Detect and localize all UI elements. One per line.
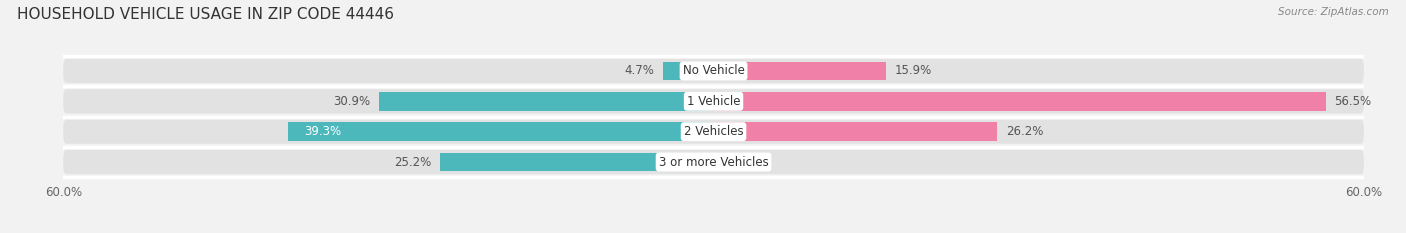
Bar <box>288 122 713 141</box>
Bar <box>713 122 997 141</box>
Bar <box>378 92 713 111</box>
FancyBboxPatch shape <box>63 89 1364 113</box>
Text: 56.5%: 56.5% <box>1334 95 1372 108</box>
FancyBboxPatch shape <box>63 150 1364 174</box>
Bar <box>440 153 713 171</box>
Bar <box>662 62 713 80</box>
Text: 15.9%: 15.9% <box>894 65 932 78</box>
Text: No Vehicle: No Vehicle <box>682 65 745 78</box>
FancyBboxPatch shape <box>63 120 1364 144</box>
Bar <box>713 92 1326 111</box>
Text: 4.7%: 4.7% <box>624 65 654 78</box>
Text: 3 or more Vehicles: 3 or more Vehicles <box>658 155 769 168</box>
Text: HOUSEHOLD VEHICLE USAGE IN ZIP CODE 44446: HOUSEHOLD VEHICLE USAGE IN ZIP CODE 4444… <box>17 7 394 22</box>
Text: 2 Vehicles: 2 Vehicles <box>683 125 744 138</box>
Text: 25.2%: 25.2% <box>395 155 432 168</box>
Text: 26.2%: 26.2% <box>1007 125 1043 138</box>
FancyBboxPatch shape <box>63 59 1364 83</box>
Text: 1 Vehicle: 1 Vehicle <box>686 95 741 108</box>
Text: 39.3%: 39.3% <box>304 125 342 138</box>
Text: Source: ZipAtlas.com: Source: ZipAtlas.com <box>1278 7 1389 17</box>
Bar <box>713 62 886 80</box>
Text: 1.4%: 1.4% <box>737 155 768 168</box>
Text: 30.9%: 30.9% <box>333 95 370 108</box>
Bar <box>713 153 728 171</box>
